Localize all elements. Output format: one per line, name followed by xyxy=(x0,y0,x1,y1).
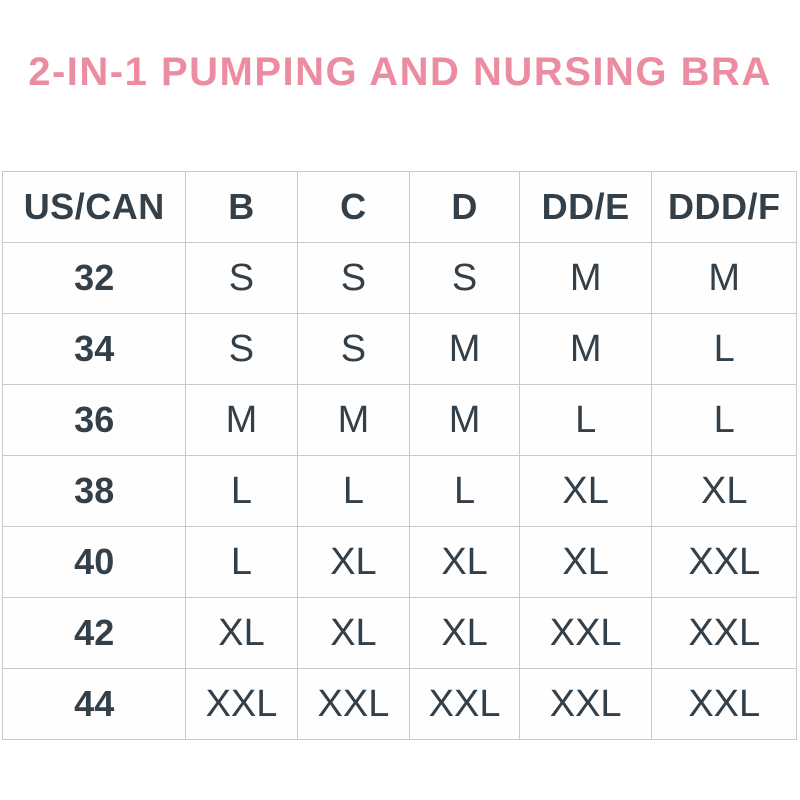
table-row: 38 L L L XL XL xyxy=(1,455,797,527)
column-header-cup-dddf: DDD/F xyxy=(651,171,797,243)
band-size-label: 34 xyxy=(1,313,187,385)
size-chart-table: US/CAN B C D DD/E DDD/F 32 S S S M M 34 … xyxy=(1,171,797,740)
table-row: 42 XL XL XL XXL XXL xyxy=(1,597,797,669)
size-cell: XL xyxy=(409,597,520,669)
size-chart-header: US/CAN B C D DD/E DDD/F xyxy=(1,171,797,243)
size-cell: L xyxy=(296,455,411,527)
band-size-label: 42 xyxy=(1,597,187,669)
size-cell: S xyxy=(185,313,298,385)
size-cell: XL xyxy=(651,455,797,527)
size-cell: XXL xyxy=(518,668,653,740)
size-cell: XL xyxy=(296,526,411,598)
band-size-label: 32 xyxy=(1,242,187,314)
size-cell: S xyxy=(296,242,411,314)
size-cell: XXL xyxy=(185,668,298,740)
column-header-cup-c: C xyxy=(296,171,411,243)
band-size-label: 38 xyxy=(1,455,187,527)
size-cell: L xyxy=(185,526,298,598)
size-cell: S xyxy=(409,242,520,314)
size-cell: M xyxy=(409,384,520,456)
size-cell: M xyxy=(409,313,520,385)
size-cell: XXL xyxy=(651,526,797,598)
band-size-label: 36 xyxy=(1,384,187,456)
size-cell: S xyxy=(185,242,298,314)
page-title: 2-IN-1 PUMPING AND NURSING BRA xyxy=(28,50,772,94)
size-cell: XL xyxy=(518,526,653,598)
size-cell: XXL xyxy=(651,668,797,740)
size-cell: XL xyxy=(518,455,653,527)
column-header-cup-dde: DD/E xyxy=(518,171,653,243)
size-cell: L xyxy=(185,455,298,527)
size-cell: M xyxy=(651,242,797,314)
size-chart-body: 32 S S S M M 34 S S M M L 36 M M M L xyxy=(1,242,797,740)
size-cell: L xyxy=(651,313,797,385)
band-size-label: 44 xyxy=(1,668,187,740)
size-cell: M xyxy=(296,384,411,456)
table-row: 34 S S M M L xyxy=(1,313,797,385)
size-cell: S xyxy=(296,313,411,385)
table-row: 32 S S S M M xyxy=(1,242,797,314)
header-row: US/CAN B C D DD/E DDD/F xyxy=(1,171,797,243)
size-cell: XL xyxy=(409,526,520,598)
size-cell: L xyxy=(409,455,520,527)
size-cell: XXL xyxy=(518,597,653,669)
size-cell: XL xyxy=(185,597,298,669)
size-cell: M xyxy=(518,242,653,314)
column-header-cup-b: B xyxy=(185,171,298,243)
size-cell: L xyxy=(518,384,653,456)
size-cell: XL xyxy=(296,597,411,669)
size-cell: M xyxy=(185,384,298,456)
table-row: 40 L XL XL XL XXL xyxy=(1,526,797,598)
column-header-cup-d: D xyxy=(409,171,520,243)
size-cell: XXL xyxy=(296,668,411,740)
size-cell: XXL xyxy=(409,668,520,740)
size-cell: XXL xyxy=(651,597,797,669)
band-size-label: 40 xyxy=(1,526,187,598)
size-cell: L xyxy=(651,384,797,456)
size-cell: M xyxy=(518,313,653,385)
column-header-region: US/CAN xyxy=(1,171,187,243)
table-row: 36 M M M L L xyxy=(1,384,797,456)
table-row: 44 XXL XXL XXL XXL XXL xyxy=(1,668,797,740)
